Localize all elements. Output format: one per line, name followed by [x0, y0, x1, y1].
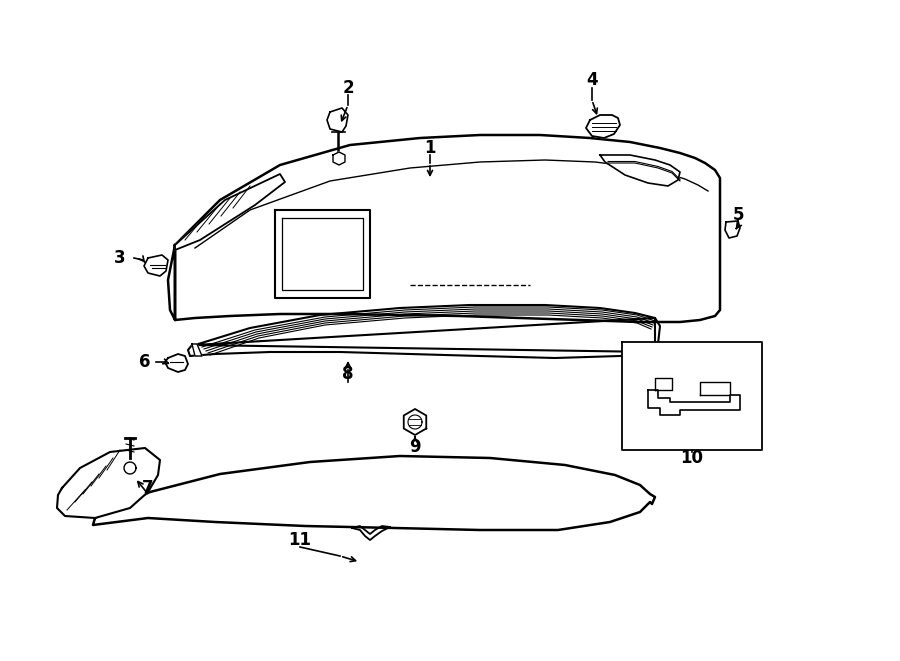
- Text: 4: 4: [586, 71, 598, 89]
- Polygon shape: [275, 210, 370, 298]
- Polygon shape: [57, 448, 160, 518]
- Polygon shape: [600, 155, 680, 186]
- Text: 3: 3: [114, 249, 126, 267]
- Polygon shape: [586, 115, 620, 138]
- Polygon shape: [192, 344, 202, 356]
- Polygon shape: [327, 108, 348, 132]
- Polygon shape: [175, 174, 285, 250]
- Polygon shape: [333, 152, 345, 165]
- Polygon shape: [124, 462, 136, 474]
- Polygon shape: [93, 456, 655, 530]
- Polygon shape: [648, 390, 740, 415]
- Text: 7: 7: [142, 479, 154, 497]
- Text: 8: 8: [342, 365, 354, 383]
- Polygon shape: [700, 382, 730, 395]
- Text: 9: 9: [410, 438, 421, 456]
- Polygon shape: [725, 221, 740, 238]
- Polygon shape: [655, 378, 672, 390]
- Text: 11: 11: [289, 531, 311, 549]
- Text: 6: 6: [140, 353, 151, 371]
- Polygon shape: [165, 354, 188, 372]
- Polygon shape: [168, 135, 720, 322]
- Text: 2: 2: [342, 79, 354, 97]
- Polygon shape: [622, 342, 762, 450]
- Text: 1: 1: [424, 139, 436, 157]
- Polygon shape: [188, 305, 660, 358]
- Text: 5: 5: [733, 206, 743, 224]
- Polygon shape: [144, 255, 168, 276]
- Text: 10: 10: [680, 449, 704, 467]
- Polygon shape: [404, 409, 427, 435]
